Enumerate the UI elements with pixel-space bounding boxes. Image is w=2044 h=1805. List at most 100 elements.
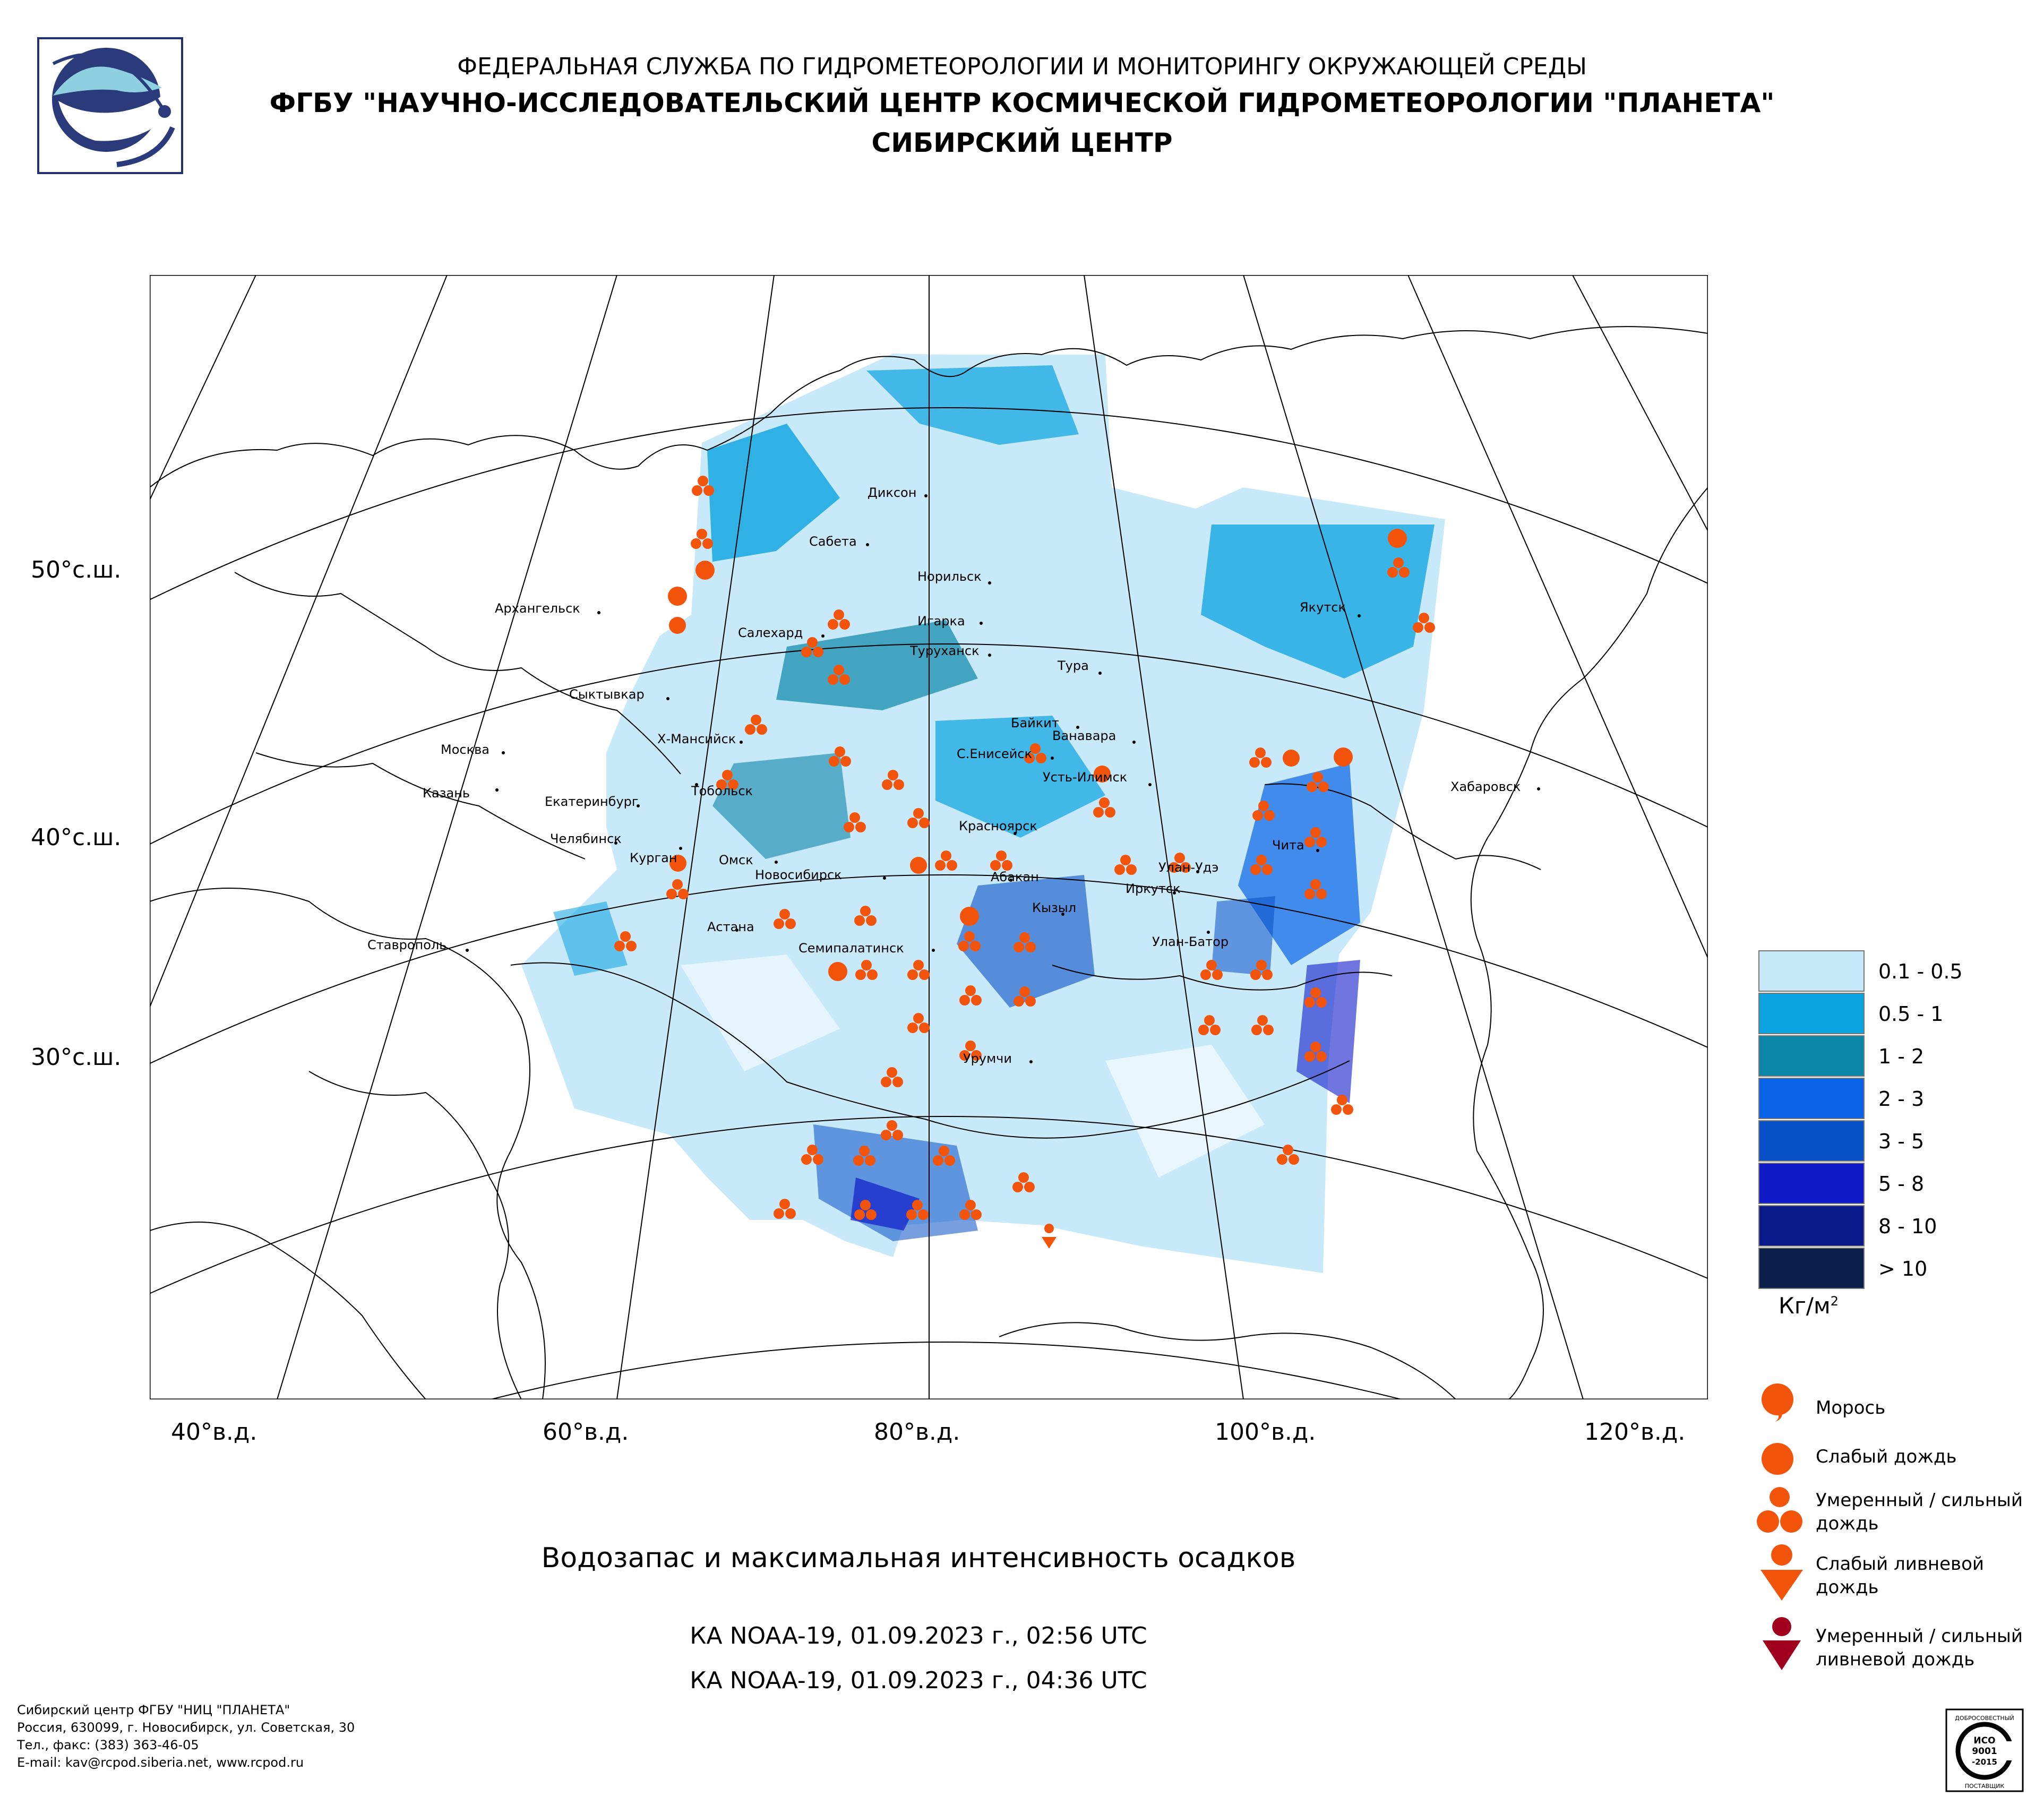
svg-text:Хабаровск: Хабаровск [1450,779,1521,794]
precipitation-map: Диксон Сабета Норильск Игарка Салехард Т… [150,275,1708,1399]
symbol-moderate [829,746,851,767]
svg-text:Новосибирск: Новосибирск [755,867,842,882]
svg-text:Абакан: Абакан [991,870,1039,884]
legend-class-label: 2 - 3 [1878,1087,1925,1111]
city-ekaterinburg: Екатеринбург [545,794,640,809]
svg-text:Ванавара: Ванавара [1052,728,1116,743]
symbol-moderate [1200,960,1223,980]
light-rain-symbol-icon [1762,1443,1793,1475]
legend-class-label: 0.5 - 1 [1878,1002,1944,1026]
svg-text:Урумчи: Урумчи [963,1051,1012,1066]
svg-text:Усть-Илимск: Усть-Илимск [1043,770,1127,785]
svg-text:Кызыл: Кызыл [1032,900,1076,915]
symbol-moderate [959,1200,982,1220]
symbol-moderate [1250,960,1273,980]
symbol-moderate [907,808,930,828]
svg-text:Екатеринбург: Екатеринбург [545,794,638,809]
city-dikson: Диксон [868,485,927,500]
org-line-1: Сибирский центр ФГБУ "НИЦ "ПЛАНЕТА" [17,1703,290,1717]
symbol-moderate [774,909,796,929]
symbol-moderate [1014,932,1036,952]
symbol-moderate [882,770,904,790]
header-center: СИБИРСКИЙ ЦЕНТР [871,127,1173,158]
lon-label-120: 120°в.д. [1584,1419,1686,1446]
city-urumchi: Урумчи [963,1051,1033,1066]
svg-text:Челябинск: Челябинск [550,831,622,846]
symbol-light-rain [669,617,686,634]
coastlines [150,326,1708,1399]
svg-text:ДОБРОСОВЕСТНЫЙ: ДОБРОСОВЕСТНЫЙ [1955,1715,2014,1722]
svg-text:Омск: Омск [719,853,753,867]
svg-text:Игарка: Игарка [917,614,965,629]
svg-text:Иркутск: Иркутск [1126,881,1181,896]
symbol-moderate [1093,797,1115,818]
symbol-moderate [854,906,877,926]
symbol-moderate [1012,1172,1035,1192]
symbol-moderate [1387,557,1410,578]
legend-light-rain-label: Слабый дождь [1816,1446,1957,1467]
symbol-moderate [1249,747,1272,768]
svg-text:Салехард: Салехард [738,625,803,640]
lon-label-60: 60°в.д. [543,1419,629,1446]
symbol-moderate [1252,801,1275,821]
legend-swatch [1758,1035,1865,1077]
precip-symbols [614,476,1435,1249]
city-khmansiysk: Х-Мансийск [657,732,743,746]
svg-text:Улан-Удэ: Улан-Удэ [1158,860,1218,875]
svg-text:Туруханск: Туруханск [909,643,980,658]
org-contact: Сибирский центр ФГБУ "НИЦ "ПЛАНЕТА" Росс… [17,1701,355,1772]
legend-class-label: 5 - 8 [1878,1172,1925,1196]
city-ustilimsk: Усть-Илимск [1043,770,1152,786]
city-baykit: Байкит [1011,716,1079,730]
symbol-moderate [907,1013,930,1033]
symbol-moderate [692,476,714,496]
symbol-moderate [1250,855,1273,875]
city-krasnoyarsk: Красноярск [959,819,1037,835]
symbol-drizzle [668,587,687,606]
city-norilsk: Норильск [917,569,991,585]
city-tobolsk: Тобольск [691,783,753,798]
legend-swatch [1758,1248,1865,1289]
legend-class-label: 0.1 - 0.5 [1878,960,1963,983]
svg-text:Курган: Курган [630,850,677,865]
city-turukhansk: Туруханск [909,643,991,658]
legend-swatch [1758,1163,1865,1204]
symbol-moderate [1024,743,1046,763]
city-ulanbator: Улан-Батор [1152,931,1229,949]
svg-text:Чита: Чита [1272,838,1304,853]
symbol-light-rain [960,907,979,926]
svg-text:Якутск: Якутск [1300,600,1346,615]
iso-certification-badge: ДОБРОСОВЕСТНЫЙ ИСО 9001 -2015 ПОСТАВЩИК [1945,1708,2024,1792]
symbol-moderate [1277,1145,1299,1165]
svg-text:ПОСТАВЩИК: ПОСТАВЩИК [1965,1783,2005,1790]
symbol-light-rain [1094,766,1111,783]
svg-text:Тура: Тура [1057,658,1089,673]
symbol-moderate [1114,855,1137,875]
lat-label-50: 50°с.ш. [31,556,122,583]
symbol-moderate [935,850,957,871]
symbol-moderate [691,529,713,549]
planeta-logo [37,37,183,174]
cities: Диксон Сабета Норильск Игарка Салехард Т… [367,485,1540,1066]
legend-swatch [1758,950,1865,992]
svg-text:Норильск: Норильск [917,569,982,584]
svg-text:Диксон: Диксон [868,485,916,500]
city-arkhangelsk: Архангельск [495,601,600,616]
lat-label-40: 40°с.ш. [31,824,122,851]
symbol-moderate [854,1200,877,1220]
city-khabarovsk: Хабаровск [1450,779,1540,794]
lon-label-40: 40°в.д. [171,1419,257,1446]
city-ulanude: Улан-Удэ [1158,860,1218,875]
city-omsk: Омск [719,853,778,867]
moderate-rain-symbol-icon [1757,1487,1802,1533]
svg-text:Москва: Москва [441,742,489,757]
city-irkutsk: Иркутск [1126,881,1181,896]
city-syktyvkar: Сыктывкар [569,687,669,702]
pass-2: КА NOAA-19, 01.09.2023 г., 04:36 UTC [690,1667,1147,1694]
symbol-moderate [1304,987,1327,1008]
symbol-light-rain [669,855,686,872]
symbol-moderate [716,770,738,790]
symbol-moderate [774,1199,796,1219]
symbol-moderate [1014,986,1036,1007]
city-novosibirsk: Новосибирск [755,867,886,882]
